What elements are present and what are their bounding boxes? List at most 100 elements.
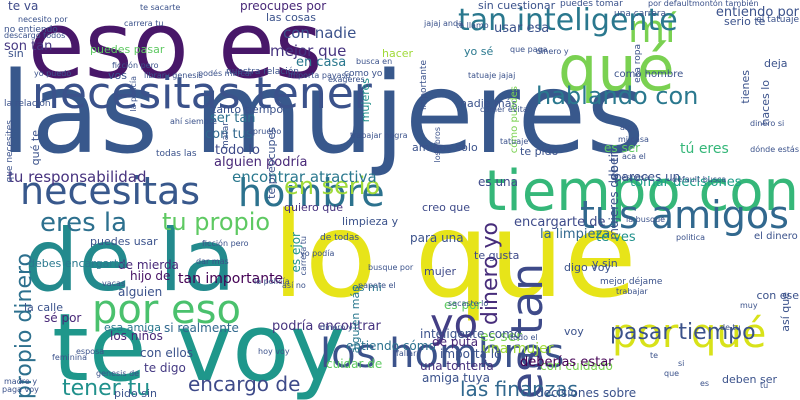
cloud-word: podría encontrar — [272, 319, 381, 334]
cloud-word: sin — [8, 47, 24, 60]
cloud-word: mujer — [424, 265, 457, 278]
cloud-word: importante — [419, 60, 429, 111]
cloud-word: necesitas — [20, 169, 201, 213]
cloud-word: alguien podría — [214, 155, 308, 170]
cloud-word: cuidar de — [326, 357, 383, 371]
cloud-word: en serio — [284, 172, 381, 200]
cloud-word: politica — [676, 233, 706, 242]
cloud-word: esposa — [76, 347, 105, 356]
cloud-word: pido sin — [114, 387, 158, 400]
cloud-word: alguien — [118, 285, 163, 299]
cloud-word: nuestra relación — [226, 67, 299, 77]
cloud-word: tu responsabilidad — [8, 168, 147, 186]
cloud-word: deberías estar — [520, 355, 614, 370]
cloud-word: inteligente como — [420, 327, 522, 341]
cloud-word: te ves — [596, 230, 636, 245]
cloud-word: te gusta — [474, 249, 520, 262]
cloud-word: debes encargarte — [28, 257, 125, 270]
cloud-word: con ellos — [140, 346, 194, 360]
cloud-word: library genesis — [144, 71, 203, 80]
cloud-word: te voy — [52, 294, 346, 400]
cloud-word: el dinero — [754, 231, 798, 242]
cloud-word: busca en — [356, 57, 393, 66]
cloud-word: creo que — [422, 201, 471, 214]
cloud-word: mejor que — [270, 42, 347, 60]
cloud-word: con ese — [756, 289, 799, 302]
cloud-word: alguien más — [349, 286, 362, 354]
cloud-word: carrera tu — [124, 19, 164, 28]
cloud-word: vacas — [102, 279, 126, 288]
cloud-word: tan inteligente — [458, 3, 678, 38]
cloud-word: quiero que — [284, 201, 344, 214]
cloud-word: es ser — [604, 141, 641, 155]
cloud-word: encontrar atractiva — [232, 168, 377, 186]
cloud-word: exageres — [328, 75, 365, 84]
cloud-word: una tontería — [420, 359, 494, 373]
cloud-word: te pido — [520, 145, 559, 158]
cloud-word: la policía — [254, 277, 290, 286]
cloud-word: es — [700, 379, 710, 388]
cloud-word: genesis de — [96, 369, 140, 378]
cloud-word: mí — [628, 7, 676, 51]
cloud-word: necesitas tener — [32, 68, 372, 119]
cloud-word: hablando con — [536, 82, 699, 110]
cloud-word: que necesites — [5, 120, 15, 183]
cloud-word: de puta — [432, 335, 479, 349]
cloud-word: te preocupes — [265, 127, 278, 199]
cloud-word: esa ropa — [633, 44, 643, 83]
cloud-word: es una — [478, 175, 519, 189]
cloud-word: la relación — [4, 99, 51, 109]
cloud-word: por eso — [92, 287, 241, 333]
cloud-word: hombre — [238, 171, 385, 215]
cloud-word: tu propio — [162, 208, 271, 236]
cloud-word: sin cuestionar — [478, 0, 556, 12]
cloud-word: podés marcar — [198, 69, 254, 78]
cloud-word: sacaste lo — [448, 299, 489, 308]
cloud-word: como yo — [344, 69, 383, 79]
cloud-word: de mierda — [118, 258, 179, 272]
cloud-word: sé por — [44, 311, 82, 325]
cloud-word: deja — [764, 57, 788, 70]
cloud-word: el tatuaje — [756, 15, 799, 25]
cloud-word: tatuaje — [500, 137, 529, 146]
cloud-word: los hombres — [320, 331, 565, 377]
cloud-word: yo puedo — [34, 69, 72, 78]
cloud-word: para una — [410, 231, 464, 245]
cloud-word: descargo todos — [4, 31, 66, 40]
cloud-word: hoy voy — [258, 347, 290, 356]
cloud-word: no entiendo — [4, 25, 58, 35]
cloud-word: que — [664, 369, 680, 378]
cloud-word: lo que — [272, 186, 637, 324]
cloud-word: con tus — [205, 127, 253, 142]
cloud-word: comer evita — [480, 105, 528, 114]
cloud-word: así no — [282, 281, 306, 290]
cloud-word: jajaj anda — [424, 19, 463, 28]
cloud-word: que paga — [510, 45, 548, 54]
cloud-word: la limpieza — [540, 227, 611, 242]
cloud-word: una carrera — [614, 9, 667, 19]
cloud-word: si — [678, 359, 685, 368]
cloud-word: puedes tomar — [560, 0, 623, 9]
cloud-word: necesito por — [18, 15, 68, 24]
cloud-word: tú eres — [680, 141, 729, 157]
cloud-word: usar esa — [494, 21, 550, 36]
cloud-word: dónde estás — [750, 145, 799, 154]
cloud-word: digo voy — [564, 261, 611, 274]
cloud-word: default busca — [672, 175, 727, 184]
cloud-word: todas las — [156, 149, 197, 159]
cloud-word: la calle — [24, 301, 63, 314]
cloud-word: ficción pero — [112, 61, 159, 70]
cloud-word: muy — [740, 301, 758, 310]
cloud-word: dinero si — [750, 119, 785, 128]
cloud-word: tatuaje jajaj — [468, 71, 516, 80]
cloud-word: eso es — [28, 0, 323, 99]
cloud-word: busque por — [368, 263, 414, 272]
cloud-word: encargarte de — [514, 215, 606, 230]
cloud-word: te — [650, 351, 659, 360]
cloud-word: papote el — [358, 281, 396, 290]
cloud-word: madre y — [4, 377, 38, 386]
cloud-word: yo sé — [464, 45, 494, 58]
cloud-word: trabajar — [616, 287, 648, 296]
cloud-word: así que — [779, 292, 792, 332]
cloud-word: los libros — [433, 127, 442, 163]
